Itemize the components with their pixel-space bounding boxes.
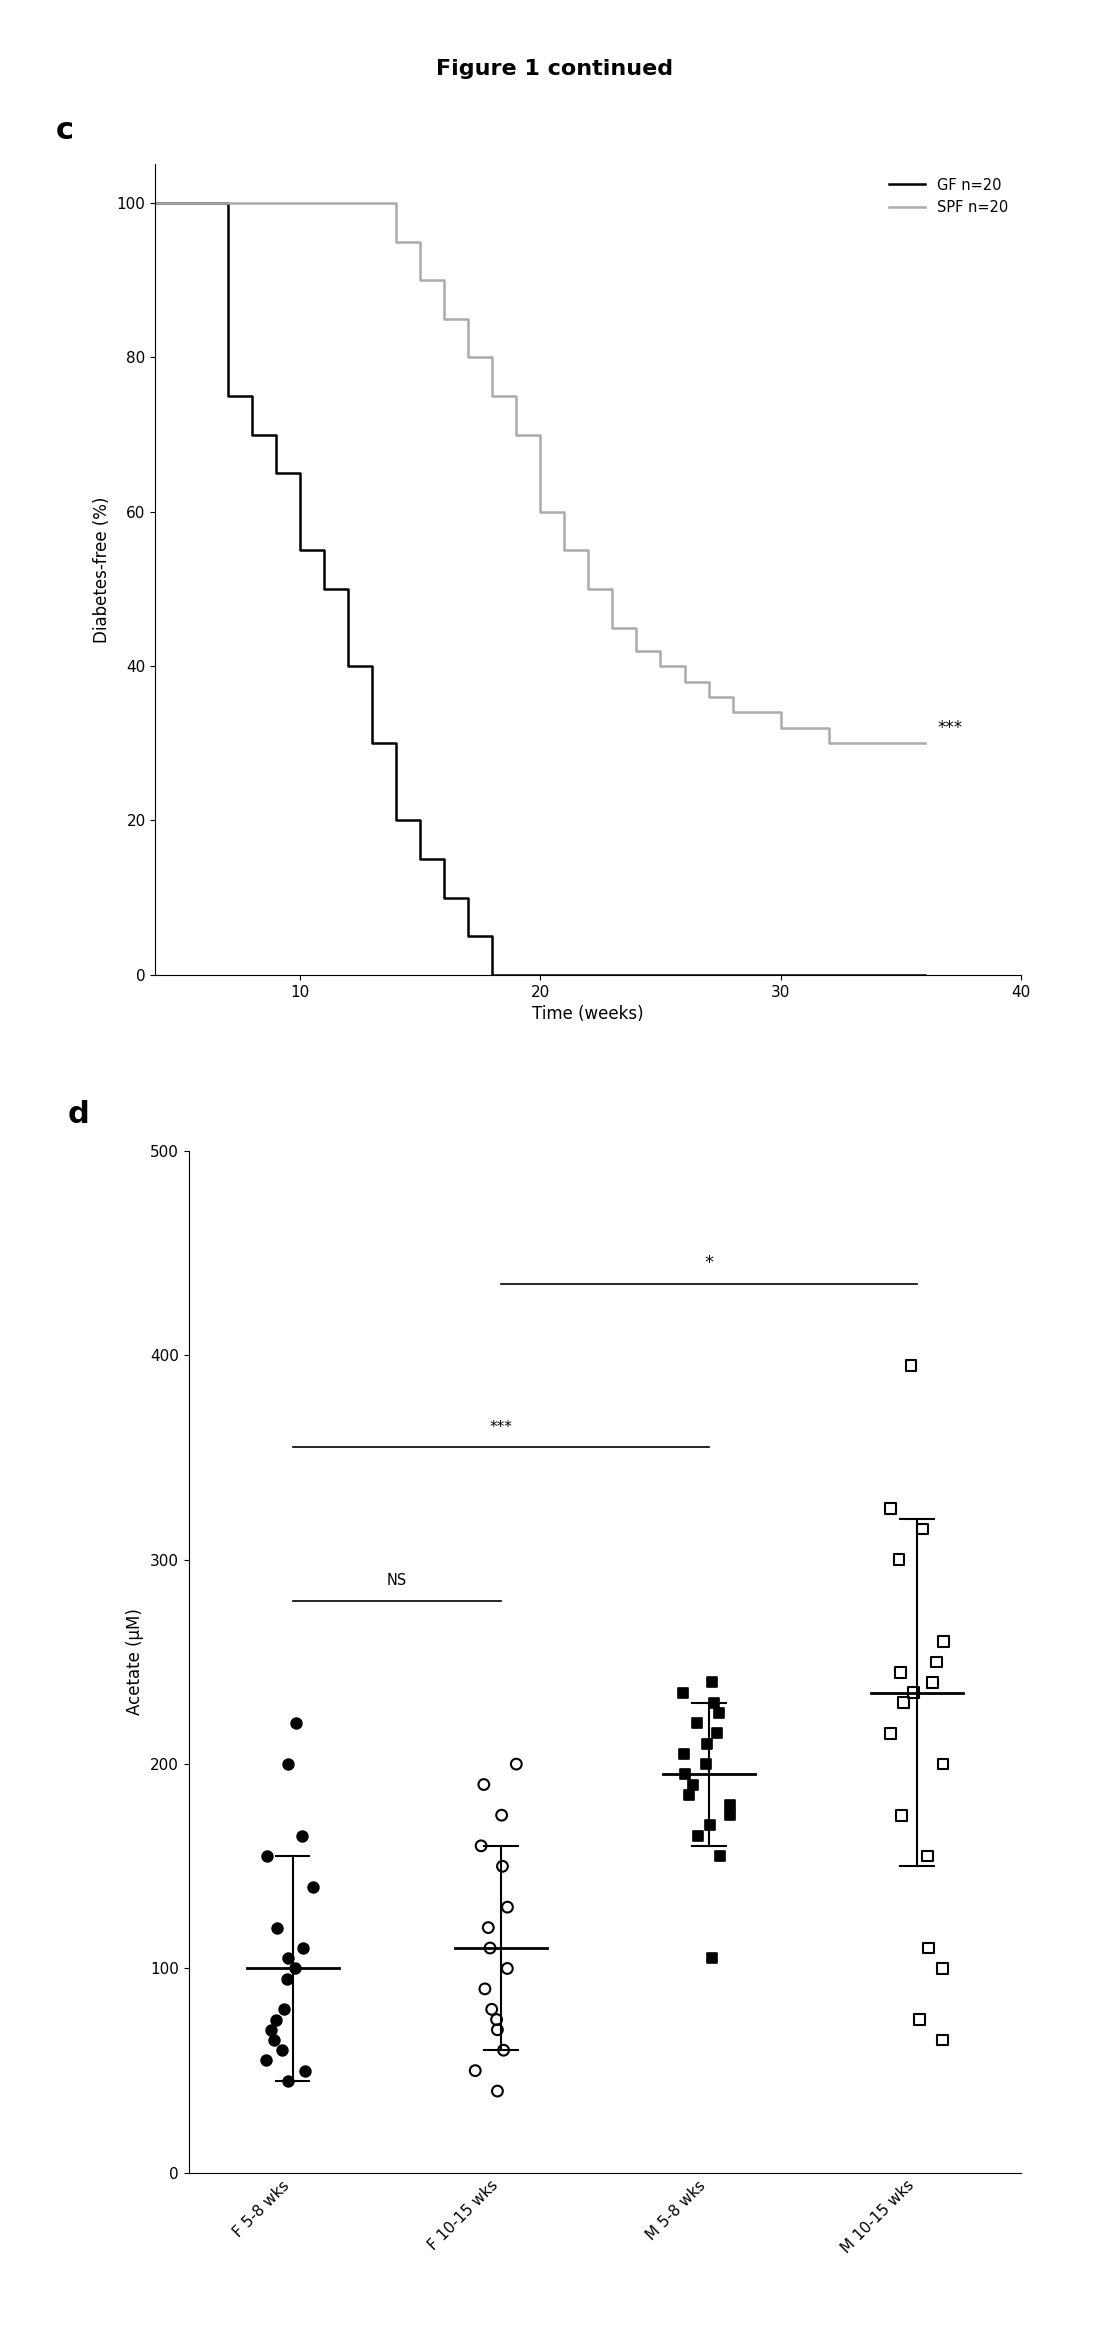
- Point: [275, 1990, 293, 2027]
- Point: [265, 2020, 283, 2058]
- Point: [881, 1715, 899, 1752]
- Point: [902, 1346, 920, 1384]
- Point: [709, 1694, 727, 1731]
- Point: [934, 1950, 951, 1987]
- Legend: GF n=20, SPF n=20: GF n=20, SPF n=20: [882, 171, 1013, 221]
- Point: [704, 1663, 722, 1701]
- Point: [259, 1837, 276, 1875]
- Point: [675, 1675, 693, 1712]
- Point: [881, 1489, 899, 1527]
- Point: [676, 1755, 694, 1792]
- Point: [488, 2072, 506, 2109]
- Point: [920, 1929, 938, 1966]
- Point: [494, 1846, 512, 1884]
- Point: [304, 1867, 322, 1905]
- Point: [262, 2011, 280, 2048]
- Point: [703, 1940, 720, 1978]
- Point: [476, 1971, 494, 2008]
- Point: [705, 1684, 723, 1722]
- Point: [280, 2062, 297, 2100]
- Point: [498, 1950, 516, 1987]
- Point: [924, 1663, 941, 1701]
- Point: [488, 2011, 506, 2048]
- Point: [507, 1745, 525, 1783]
- Point: [892, 1654, 910, 1691]
- Point: [266, 2001, 284, 2039]
- Point: [684, 1766, 702, 1804]
- Point: [895, 1684, 912, 1722]
- Text: NS: NS: [386, 1574, 407, 1588]
- Point: [689, 1816, 707, 1853]
- Point: [892, 1797, 910, 1835]
- Point: [934, 2020, 951, 2058]
- Point: [700, 1806, 718, 1844]
- Point: [688, 1705, 706, 1743]
- X-axis label: Time (weeks): Time (weeks): [533, 1005, 644, 1024]
- Text: ***: ***: [490, 1421, 513, 1435]
- Point: [286, 1950, 304, 1987]
- Point: [697, 1745, 715, 1783]
- Point: [679, 1776, 697, 1813]
- Text: ***: ***: [937, 719, 962, 738]
- Point: [698, 1724, 716, 1762]
- Point: [475, 1766, 493, 1804]
- Point: [280, 1940, 297, 1978]
- Point: [256, 2041, 274, 2079]
- Point: [287, 1705, 305, 1743]
- Point: [273, 2032, 291, 2069]
- Point: [890, 1541, 908, 1579]
- Point: [472, 1828, 490, 1865]
- Point: [279, 1959, 296, 1997]
- Point: [280, 1745, 297, 1783]
- Point: [481, 1929, 498, 1966]
- Point: [480, 1910, 497, 1947]
- Text: Figure 1 continued: Figure 1 continued: [436, 59, 674, 80]
- Point: [911, 2001, 929, 2039]
- Text: *: *: [705, 1254, 714, 1271]
- Point: [675, 1736, 693, 1773]
- Point: [928, 1644, 946, 1682]
- Y-axis label: Acetate (μM): Acetate (μM): [127, 1609, 144, 1715]
- Point: [498, 1889, 516, 1926]
- Point: [294, 1929, 312, 1966]
- Point: [722, 1785, 739, 1823]
- Point: [268, 1910, 285, 1947]
- Point: [722, 1797, 739, 1835]
- Point: [495, 2032, 513, 2069]
- Y-axis label: Diabetes-free (%): Diabetes-free (%): [93, 496, 111, 644]
- Point: [919, 1837, 937, 1875]
- Point: [493, 1797, 511, 1835]
- Text: d: d: [68, 1099, 90, 1130]
- Point: [295, 2053, 313, 2091]
- Point: [712, 1837, 729, 1875]
- Point: [934, 1745, 951, 1783]
- Point: [905, 1675, 922, 1712]
- Point: [935, 1623, 952, 1661]
- Point: [293, 1816, 311, 1853]
- Point: [914, 1510, 931, 1548]
- Point: [466, 2053, 484, 2091]
- Text: c: c: [56, 115, 74, 146]
- Point: [708, 1715, 726, 1752]
- Point: [483, 1990, 501, 2027]
- Point: [487, 2001, 505, 2039]
